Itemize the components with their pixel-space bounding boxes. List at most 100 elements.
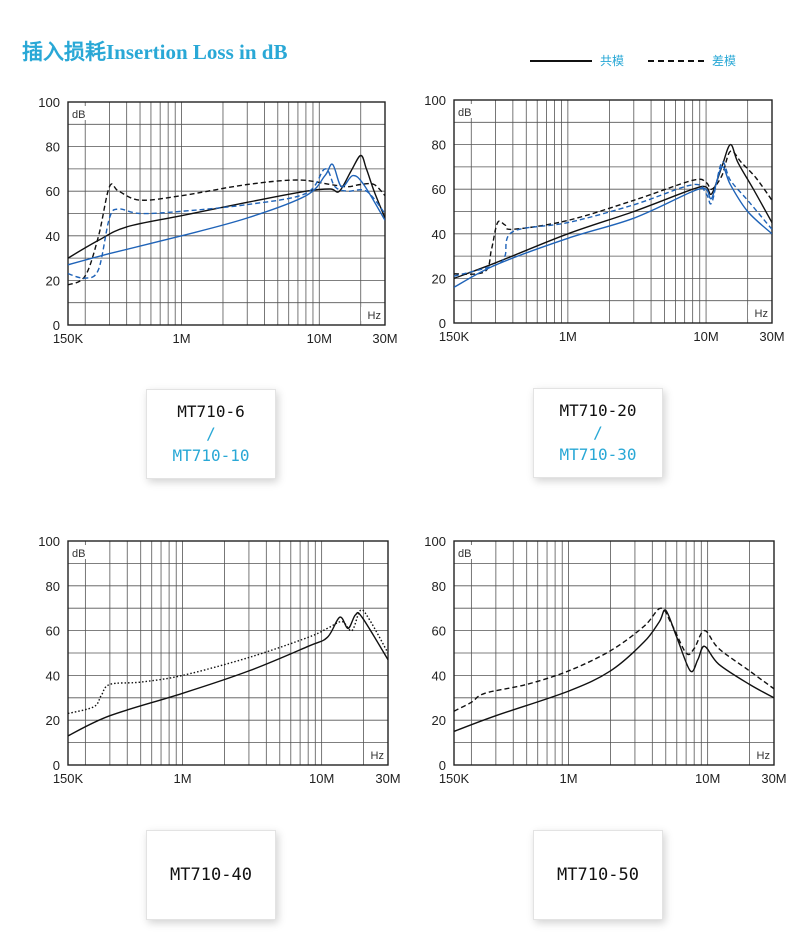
x-tick-label: 1M [560, 771, 578, 786]
model-name-secondary: MT710-30 [559, 445, 637, 464]
x-tick-label: 30M [372, 331, 397, 346]
y-tick-label: 0 [439, 758, 446, 773]
y-tick-label: 20 [432, 271, 446, 286]
x-tick-label: 30M [761, 771, 786, 786]
y-tick-label: 100 [424, 93, 446, 108]
x-tick-label: 1M [172, 331, 190, 346]
x-tick-label: 1M [174, 771, 192, 786]
plot-frame [453, 540, 775, 766]
y-tick-label: 0 [53, 318, 60, 333]
series-group [454, 143, 772, 288]
x-tick-label: 150K [439, 329, 470, 344]
ylabel-backdrop [456, 104, 476, 118]
ylabel-backdrop [456, 545, 476, 559]
x-tick-label: 30M [759, 329, 784, 344]
y-tick-label: 100 [38, 95, 60, 110]
series-line-0 [68, 154, 385, 259]
y-tick-label: 60 [432, 182, 446, 197]
series-line-0 [454, 143, 772, 280]
x-axis-label: Hz [755, 308, 768, 320]
series-line-1 [68, 179, 385, 286]
x-tick-label: 30M [375, 771, 400, 786]
y-tick-label: 100 [424, 534, 446, 549]
y-axis-label: dB [72, 548, 85, 560]
model-card-mt710-50: MT710-50 [533, 830, 663, 920]
model-card-mt710-6-10: MT710-6 / MT710-10 [146, 389, 276, 479]
series-line-0 [454, 609, 774, 733]
solid-line-swatch [530, 59, 592, 62]
ylabel-backdrop [70, 545, 90, 559]
grid [454, 541, 774, 765]
y-axis-label: dB [458, 548, 471, 560]
y-tick-label: 20 [46, 273, 60, 288]
dashed-line-swatch [648, 59, 704, 62]
y-tick-label: 80 [432, 138, 446, 153]
series-line-3 [68, 168, 385, 279]
model-card-mt710-40: MT710-40 [146, 830, 276, 920]
y-tick-label: 60 [46, 184, 60, 199]
xlabel-backdrop [748, 305, 770, 319]
y-tick-label: 100 [38, 534, 60, 549]
model-separator: / [206, 424, 216, 443]
xlabel-backdrop [364, 747, 386, 761]
plot-frame [67, 101, 386, 326]
page-title: 插入损耗Insertion Loss in dB [22, 40, 288, 64]
x-axis-label: Hz [371, 750, 384, 762]
series-line-1 [454, 150, 772, 275]
x-tick-label: 1M [559, 329, 577, 344]
x-tick-label: 10M [693, 329, 718, 344]
series-group [68, 154, 385, 286]
model-name-primary: MT710-20 [559, 401, 637, 420]
y-tick-label: 20 [46, 713, 60, 728]
plot-frame [453, 99, 773, 324]
y-tick-label: 40 [46, 668, 60, 683]
xlabel-backdrop [750, 747, 772, 761]
model-card-mt710-20-30: MT710-20 / MT710-30 [533, 388, 663, 478]
y-tick-label: 40 [432, 227, 446, 242]
y-tick-label: 40 [46, 229, 60, 244]
y-tick-label: 80 [46, 140, 60, 155]
legend-differential-mode-label: 差模 [712, 54, 737, 68]
series-line-2 [68, 163, 385, 266]
ylabel-backdrop [70, 106, 90, 120]
xlabel-backdrop [361, 307, 383, 321]
y-tick-label: 0 [439, 316, 446, 331]
x-tick-label: 150K [439, 771, 470, 786]
model-name-primary: MT710-6 [177, 402, 245, 421]
model-name-secondary: MT710-10 [172, 446, 250, 465]
x-tick-label: 150K [53, 331, 84, 346]
y-tick-label: 40 [432, 668, 446, 683]
series-line-3 [454, 161, 772, 277]
series-line-0 [68, 611, 388, 737]
x-tick-label: 10M [309, 771, 334, 786]
grid [68, 541, 388, 765]
x-axis-label: Hz [368, 310, 381, 322]
y-tick-label: 80 [46, 579, 60, 594]
model-name-primary: MT710-40 [170, 865, 252, 885]
y-axis-label: dB [458, 107, 471, 119]
y-tick-label: 20 [432, 713, 446, 728]
series-line-2 [454, 166, 772, 288]
model-name-primary: MT710-50 [557, 865, 639, 885]
y-axis-label: dB [72, 109, 85, 121]
series-group [454, 607, 774, 733]
legend-differential-mode: 差模 [648, 52, 736, 69]
series-line-1 [454, 607, 774, 712]
legend-common-mode-label: 共模 [600, 54, 625, 68]
model-separator: / [593, 423, 603, 442]
y-tick-label: 60 [432, 624, 446, 639]
y-tick-label: 80 [432, 579, 446, 594]
x-axis-label: Hz [757, 750, 770, 762]
grid [454, 100, 772, 323]
series-group [68, 609, 388, 737]
y-tick-label: 60 [46, 624, 60, 639]
x-tick-label: 10M [307, 331, 332, 346]
x-tick-label: 10M [695, 771, 720, 786]
x-tick-label: 150K [53, 771, 84, 786]
y-tick-label: 0 [53, 758, 60, 773]
legend: 共模 差模 [530, 52, 790, 70]
